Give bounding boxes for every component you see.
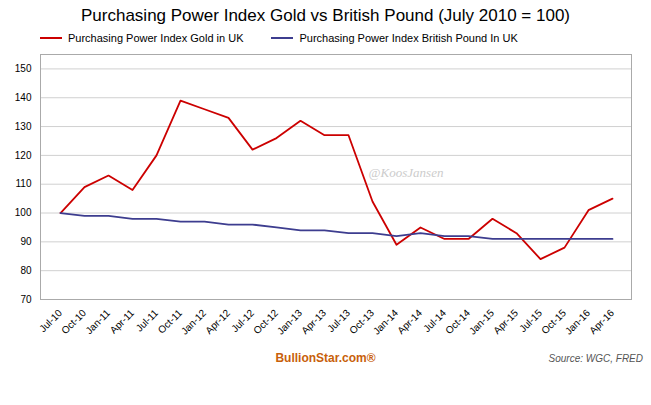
svg-text:Jul-15: Jul-15 — [517, 307, 545, 335]
svg-text:Jul-12: Jul-12 — [229, 307, 257, 335]
svg-text:Apr-14: Apr-14 — [395, 307, 424, 336]
svg-text:110: 110 — [16, 178, 32, 189]
svg-text:Oct-10: Oct-10 — [59, 307, 88, 336]
svg-text:Oct-11: Oct-11 — [155, 307, 185, 336]
html-text:Purchasing Power Index British: Purchasing Power Index British Pound In … — [299, 32, 518, 44]
svg-text:Jul-10: Jul-10 — [37, 307, 65, 335]
svg-text:70: 70 — [20, 294, 32, 305]
svg-text:120: 120 — [15, 150, 32, 161]
svg-text:150: 150 — [15, 63, 32, 74]
svg-text:Oct-12: Oct-12 — [251, 307, 280, 336]
svg-text:Jan-12: Jan-12 — [179, 307, 209, 337]
svg-text:Jan-13: Jan-13 — [275, 307, 305, 337]
html-text:Purchasing Power Index Gold in: Purchasing Power Index Gold in UK — [68, 32, 244, 44]
svg-text:100: 100 — [15, 207, 32, 218]
svg-text:Oct-15: Oct-15 — [539, 307, 568, 336]
svg-text:140: 140 — [15, 92, 32, 103]
svg-text:Jul-13: Jul-13 — [325, 307, 353, 335]
svg-text:Apr-16: Apr-16 — [587, 307, 616, 336]
svg-text:Apr-13: Apr-13 — [299, 307, 328, 336]
svg-text:Oct-14: Oct-14 — [443, 307, 472, 336]
svg-text:Jan-16: Jan-16 — [563, 307, 593, 337]
svg-text:80: 80 — [20, 265, 32, 276]
svg-text:Jul-14: Jul-14 — [421, 307, 449, 335]
svg-text:130: 130 — [15, 121, 32, 132]
html-text:Source: WGC, FRED: Source: WGC, FRED — [548, 353, 643, 364]
svg-text:Jan-11: Jan-11 — [83, 307, 112, 336]
svg-text:90: 90 — [20, 236, 32, 247]
svg-text:Oct-13: Oct-13 — [347, 307, 376, 336]
html-text:BullionStar.com®: BullionStar.com® — [275, 351, 376, 365]
svg-text:Jan-15: Jan-15 — [467, 307, 497, 337]
html-text:Purchasing Power Index Gold vs: Purchasing Power Index Gold vs British P… — [81, 6, 570, 25]
svg-text:Apr-12: Apr-12 — [203, 307, 232, 336]
svg-text:@KoosJansen: @KoosJansen — [369, 165, 444, 180]
svg-text:Jan-14: Jan-14 — [371, 307, 401, 337]
svg-text:Apr-11: Apr-11 — [108, 307, 137, 336]
svg-text:Jul-11: Jul-11 — [133, 307, 161, 334]
svg-text:Apr-15: Apr-15 — [491, 307, 520, 336]
